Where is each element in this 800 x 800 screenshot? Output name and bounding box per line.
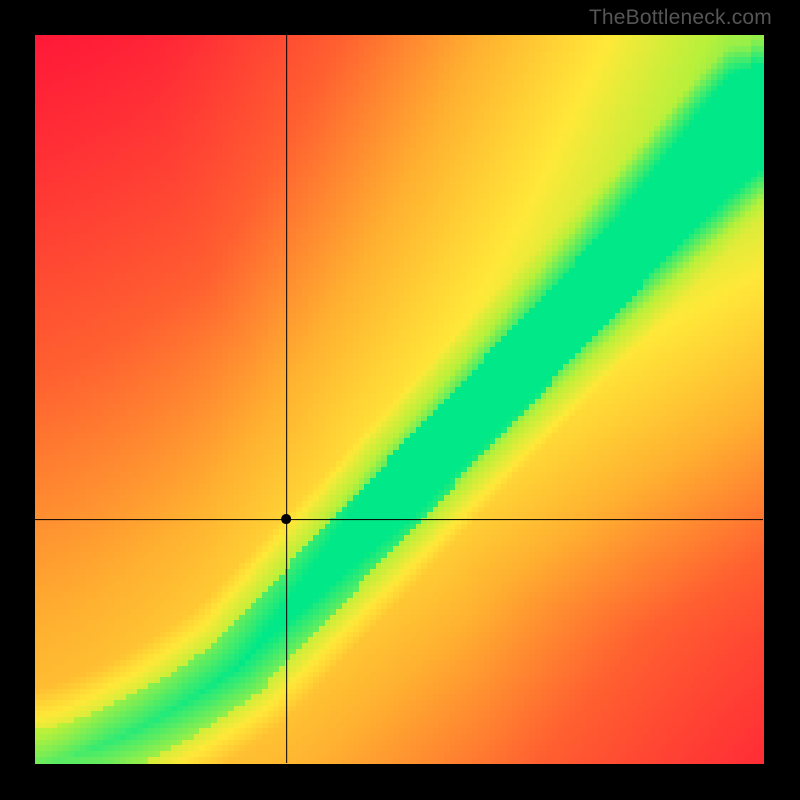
heatmap-canvas [0, 0, 800, 800]
watermark-label: TheBottleneck.com [589, 6, 772, 30]
chart-container: TheBottleneck.com [0, 0, 800, 800]
